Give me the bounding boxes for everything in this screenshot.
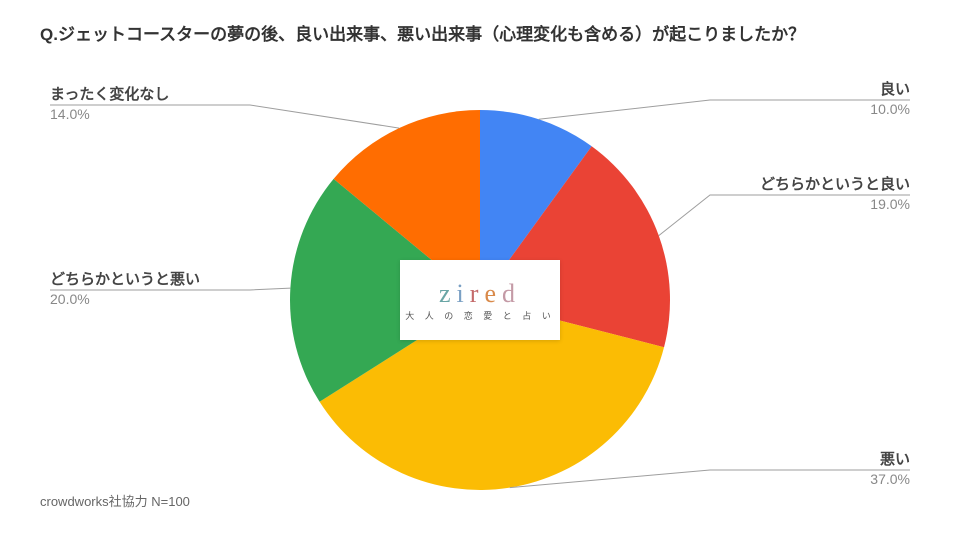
slice-label-pct: 10.0% (870, 101, 910, 117)
slice-label: 悪い 37.0% (870, 451, 910, 487)
logo-letter: d (502, 279, 521, 308)
logo-letter: r (470, 279, 485, 308)
slice-label-pct: 20.0% (50, 291, 90, 307)
slice-label-name: まったく変化なし (50, 85, 169, 103)
center-logo: zired 大 人 の 恋 愛 と 占 い (400, 260, 560, 340)
logo-subtext: 大 人 の 恋 愛 と 占 い (405, 309, 555, 322)
logo-letter: i (457, 279, 470, 308)
slice-label-pct: 37.0% (870, 471, 910, 487)
slice-label-pct: 19.0% (870, 196, 910, 212)
footer-note: crowdworks社協力 N=100 (40, 491, 190, 510)
slice-label: まったく変化なし 14.0% (50, 85, 169, 122)
slice-label: 良い 10.0% (870, 80, 910, 117)
leader-line (539, 100, 910, 119)
leader-line (50, 288, 290, 290)
slice-label: どちらかというと悪い 20.0% (50, 271, 200, 307)
logo-letter: e (484, 279, 502, 308)
leader-line (510, 470, 910, 488)
slice-label-name: 悪い (880, 451, 910, 468)
leader-line (50, 105, 399, 128)
slice-label-name: どちらかというと良い (760, 175, 910, 193)
logo-text: zired (439, 279, 521, 309)
slice-label-name: どちらかというと悪い (50, 271, 200, 288)
slice-label-pct: 14.0% (50, 106, 90, 122)
logo-letter: z (439, 279, 457, 308)
slice-label-name: 良い (880, 80, 910, 98)
slice-label: どちらかというと良い 19.0% (760, 175, 910, 212)
